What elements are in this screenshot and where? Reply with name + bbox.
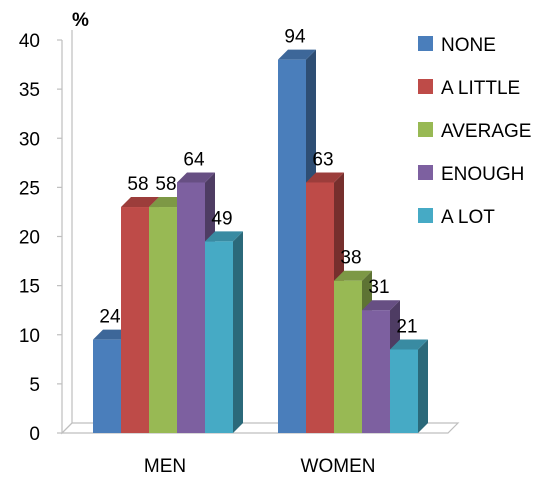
bar-top [278,49,316,60]
bar-front [362,310,390,433]
bar-top [177,172,215,183]
y-tick-label: 0 [29,424,40,445]
y-tick-label: 35 [19,80,40,101]
bar-top [390,339,428,350]
data-label: 63 [312,149,333,170]
y-tick-label: 10 [19,326,40,347]
y-tick-label: 15 [19,277,40,298]
bar-front [93,339,121,433]
legend-label: NONE [441,35,496,56]
legend-label: A LITTLE [441,78,520,99]
bar-front [149,207,177,433]
y-tick-label: 20 [19,228,40,249]
category-label: WOMEN [301,456,376,477]
data-label: 94 [284,27,306,48]
bar-front [390,349,418,433]
data-label: 58 [155,174,176,195]
data-label: 24 [99,307,121,328]
bar-a-lot-men [205,231,243,433]
legend-swatch [418,36,433,51]
y-tick-label: 25 [19,178,40,199]
legend-label: ENOUGH [441,164,524,185]
category-label: MEN [144,456,186,477]
data-label: 31 [368,277,389,298]
bar-front [121,207,149,433]
y-tick-label: 5 [29,375,40,396]
data-label: 49 [211,208,232,229]
bar-side [418,339,428,433]
legend-label: A LOT [441,207,495,228]
data-labels: 24 58 58 64 49 94 63 38 31 21 [99,27,417,338]
bar-a-lot-women [390,339,428,433]
data-label: 58 [127,174,148,195]
bar-top [334,270,372,281]
bar-top [121,197,159,208]
legend: NONE A LITTLE AVERAGE ENOUGH A LOT [418,35,531,228]
legend-swatch [418,208,433,223]
y-ticks: 0 5 10 15 20 25 30 35 40 [19,31,62,445]
bar-front [278,59,306,434]
y-axis-wall [61,30,73,435]
bars [93,49,428,434]
legend-swatch [418,165,433,180]
category-labels: MEN WOMEN [144,456,376,477]
bar-top [205,231,243,242]
bar-side [233,231,243,433]
legend-item: A LITTLE [418,78,520,99]
data-label: 64 [183,149,205,170]
legend-item: ENOUGH [418,164,524,185]
bar-top [306,172,344,183]
legend-item: NONE [418,35,496,56]
unit-label: % [72,10,89,31]
legend-swatch [418,79,433,94]
bar-front [205,241,233,433]
bar-front [334,280,362,433]
legend-item: AVERAGE [418,121,531,142]
legend-label: AVERAGE [441,121,531,142]
legend-item: A LOT [418,207,495,228]
data-label: 21 [396,316,417,337]
data-label: 38 [340,248,361,269]
y-tick-label: 40 [19,31,40,52]
bar-front [306,182,334,433]
bar-top [362,300,400,311]
bar-front [177,182,205,433]
y-tick-label: 30 [19,129,40,150]
legend-swatch [418,122,433,137]
